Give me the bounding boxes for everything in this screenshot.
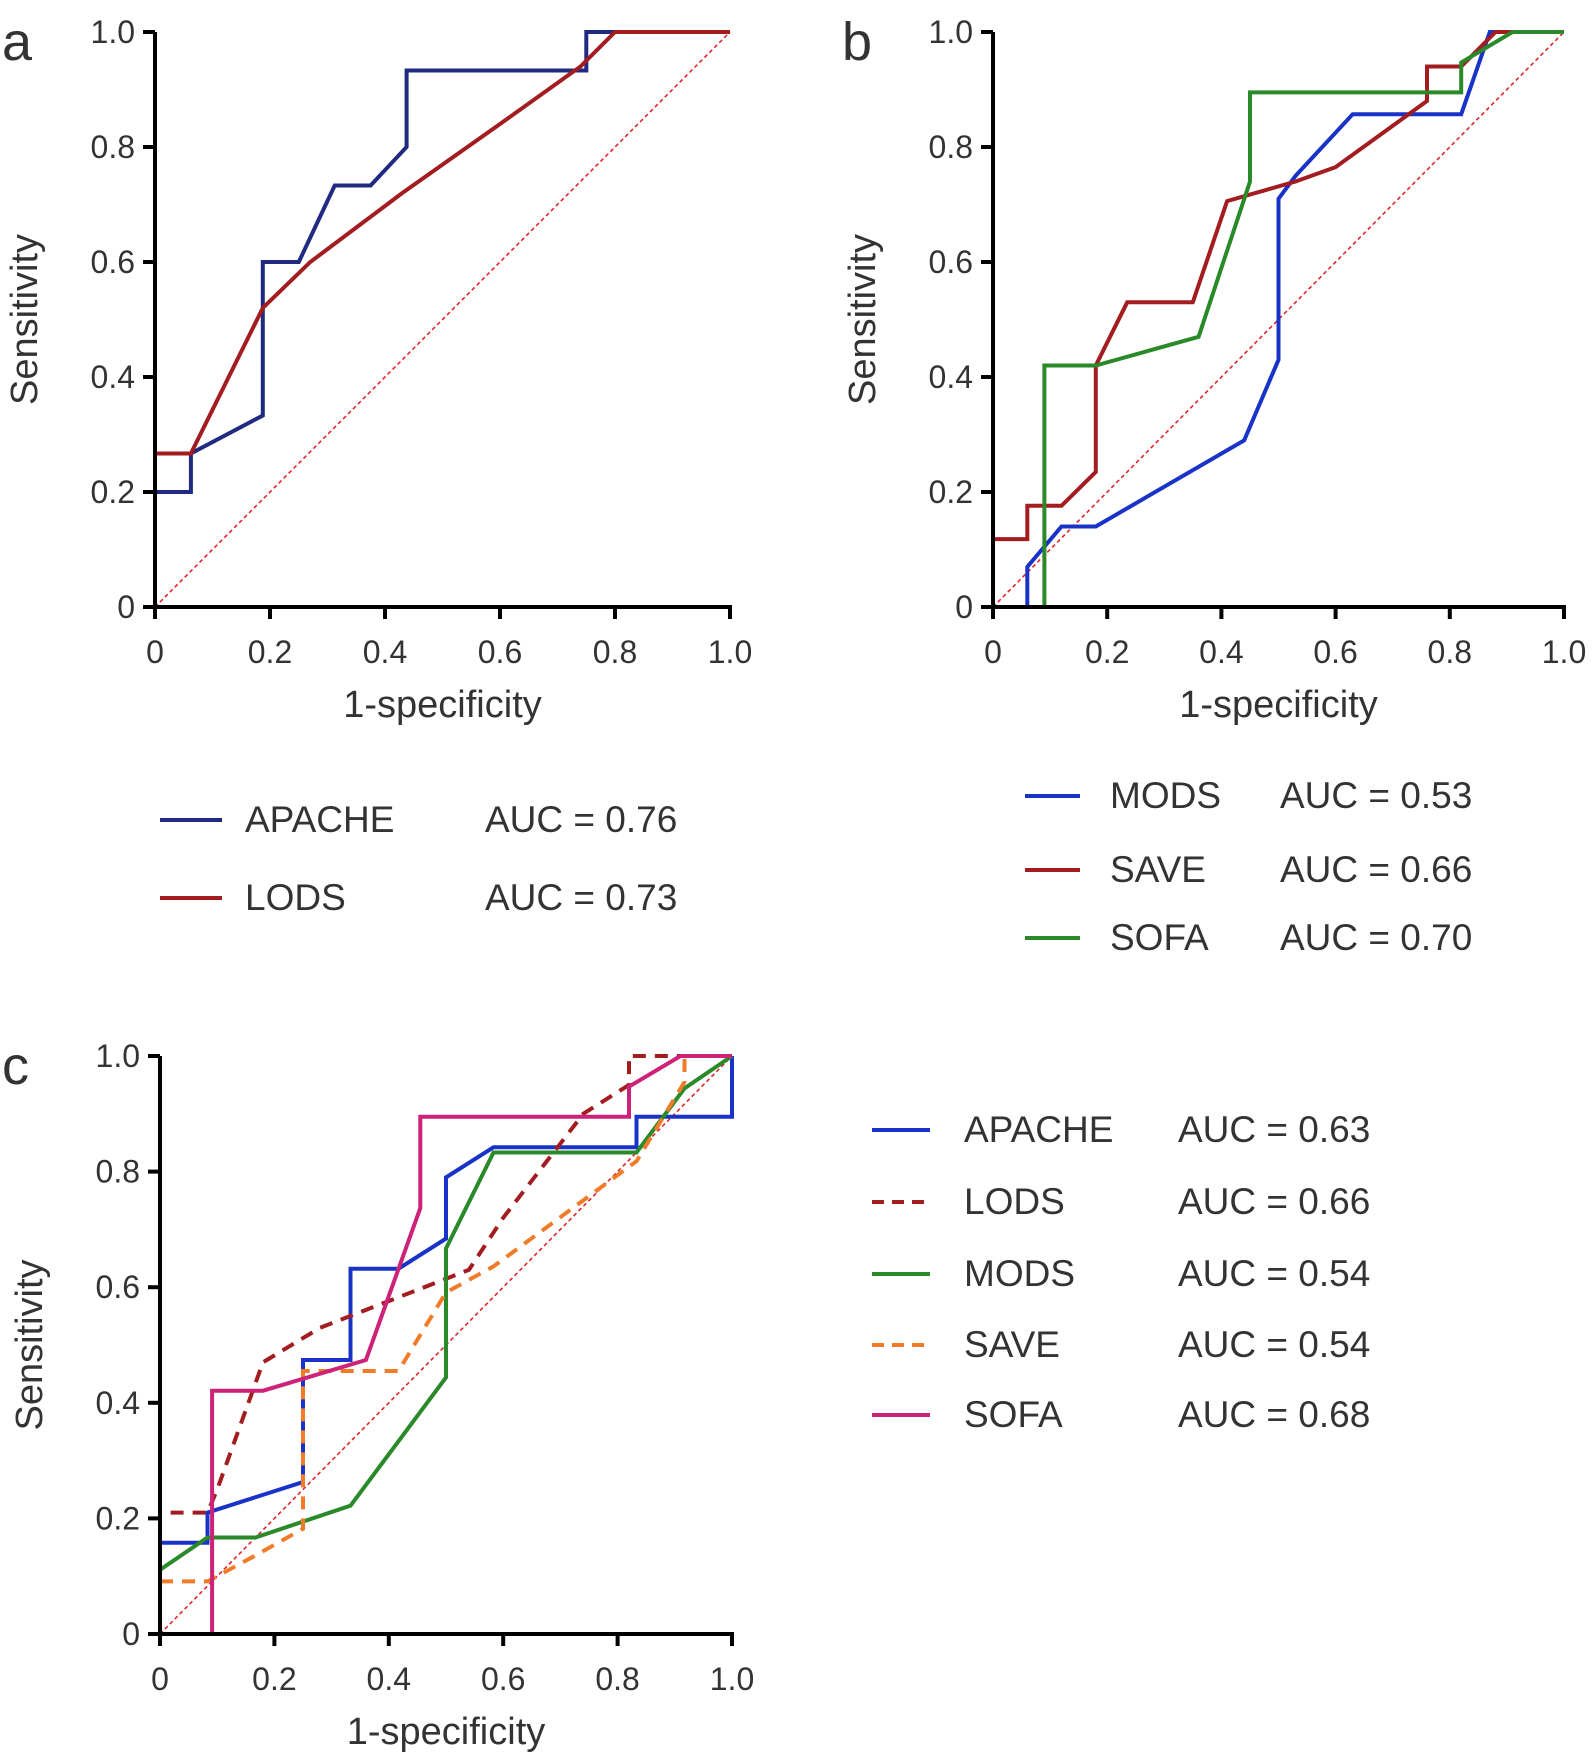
x-tick-label: 0.6 [478, 634, 522, 670]
x-tick-label: 1.0 [1542, 634, 1586, 670]
x-tick-label: 0 [146, 634, 164, 670]
y-tick-label: 1.0 [96, 1038, 140, 1074]
roc-curve-mods [993, 30, 1564, 609]
x-tick-label: 0.4 [367, 1661, 411, 1697]
y-tick-label: 0 [122, 1616, 140, 1652]
legend-auc-mods: AUC = 0.54 [1178, 1253, 1370, 1294]
y-tick-label: 0.6 [91, 244, 135, 280]
legend-a: APACHE AUC = 0.76 LODS AUC = 0.73 [160, 799, 677, 918]
legend-auc-sofa: AUC = 0.68 [1178, 1394, 1370, 1435]
x-tick-label: 1.0 [710, 1661, 754, 1697]
panel-c: c 0 0.2 0.4 0.6 0.8 1.0 0 0.2 0.4 0.6 0.8 1.0 1-speci… [2, 1036, 1370, 1753]
y-tick-label: 0.4 [96, 1385, 140, 1421]
y-tick-label: 1.0 [91, 14, 135, 50]
y-tick-label: 0 [955, 589, 973, 625]
x-tick-label: 0.8 [595, 1661, 639, 1697]
x-axis-title: 1-specificity [343, 684, 542, 726]
legend-b: MODS AUC = 0.53 SAVE AUC = 0.66 SOFA AUC = 0.… [1025, 775, 1472, 958]
legend-c: APACHE AUC = 0.63 LODS AUC = 0.66 MODS AUC = … [872, 1109, 1370, 1435]
x-tick-label: 0.8 [1428, 634, 1472, 670]
legend-auc-mods: AUC = 0.53 [1280, 775, 1472, 816]
legend-label-sofa: SOFA [1110, 917, 1209, 958]
legend-auc-sofa: AUC = 0.70 [1280, 917, 1472, 958]
reference-diagonal [992, 31, 1565, 608]
legend-label-sofa: SOFA [964, 1394, 1063, 1435]
panel-a: a 0 0.2 0.4 0.6 0.8 1.0 0 0.2 0.4 0.6 0.8 1.0 1-speci… [2, 12, 752, 918]
legend-label-lods: LODS [245, 877, 346, 918]
panel-b: b 0 0.2 0.4 0.6 0.8 1.0 0 0.2 0.4 0.6 0.8 1.0 1-speci… [842, 12, 1586, 958]
x-tick-label: 0.4 [1199, 634, 1243, 670]
reference-diagonal [154, 31, 731, 608]
legend-label-save: SAVE [964, 1324, 1060, 1365]
roc-curve-lods [158, 1054, 732, 1634]
x-tick-label: 0.2 [252, 1661, 296, 1697]
roc-curve-apache [153, 30, 730, 607]
x-tick-label: 0.6 [481, 1661, 525, 1697]
legend-label-save: SAVE [1110, 849, 1206, 890]
y-tick-label: 0.2 [929, 474, 973, 510]
x-axis-title: 1-specificity [347, 1711, 546, 1753]
x-tick-label: 0.4 [363, 634, 407, 670]
roc-curve-save [160, 1054, 732, 1584]
x-tick-label: 1.0 [708, 634, 752, 670]
roc-curve-apache [158, 1056, 734, 1634]
y-tick-label: 0.2 [96, 1500, 140, 1536]
legend-auc-apache: AUC = 0.63 [1178, 1109, 1370, 1150]
roc-curve-mods [158, 1054, 734, 1572]
legend-label-mods: MODS [964, 1253, 1075, 1294]
legend-label-mods: MODS [1110, 775, 1221, 816]
legend-auc-lods: AUC = 0.66 [1178, 1181, 1370, 1222]
x-tick-label: 0.6 [1313, 634, 1357, 670]
x-tick-label: 0.8 [593, 634, 637, 670]
legend-auc-save: AUC = 0.66 [1280, 849, 1472, 890]
y-tick-label: 1.0 [929, 14, 973, 50]
x-axis-title: 1-specificity [1179, 684, 1378, 726]
legend-label-apache: APACHE [964, 1109, 1113, 1150]
panel-letter-b: b [842, 12, 872, 72]
roc-curve-lods [153, 30, 730, 607]
y-axis-title: Sensitivity [842, 234, 884, 405]
y-tick-label: 0.2 [91, 474, 135, 510]
y-tick-label: 0.4 [91, 359, 135, 395]
y-axis-title: Sensitivity [4, 234, 46, 405]
legend-label-apache: APACHE [245, 799, 394, 840]
y-tick-label: 0.8 [96, 1154, 140, 1190]
x-tick-label: 0.2 [1085, 634, 1129, 670]
y-tick-label: 0.8 [929, 129, 973, 165]
panel-letter-c: c [2, 1036, 29, 1096]
roc-curve-sofa [993, 30, 1564, 609]
legend-auc-lods: AUC = 0.73 [485, 877, 677, 918]
roc-curve-sofa [160, 1054, 732, 1636]
legend-auc-apache: AUC = 0.76 [485, 799, 677, 840]
y-tick-label: 0.4 [929, 359, 973, 395]
legend-auc-save: AUC = 0.54 [1178, 1324, 1370, 1365]
x-tick-label: 0 [151, 1661, 169, 1697]
y-tick-label: 0.8 [91, 129, 135, 165]
y-tick-label: 0.6 [96, 1269, 140, 1305]
x-tick-label: 0.2 [248, 634, 292, 670]
panel-letter-a: a [2, 12, 33, 72]
y-tick-label: 0.6 [929, 244, 973, 280]
roc-curve-save [991, 30, 1564, 607]
y-tick-label: 0 [117, 589, 135, 625]
legend-label-lods: LODS [964, 1181, 1065, 1222]
x-tick-label: 0 [984, 634, 1002, 670]
y-axis-title: Sensitivity [9, 1259, 51, 1430]
